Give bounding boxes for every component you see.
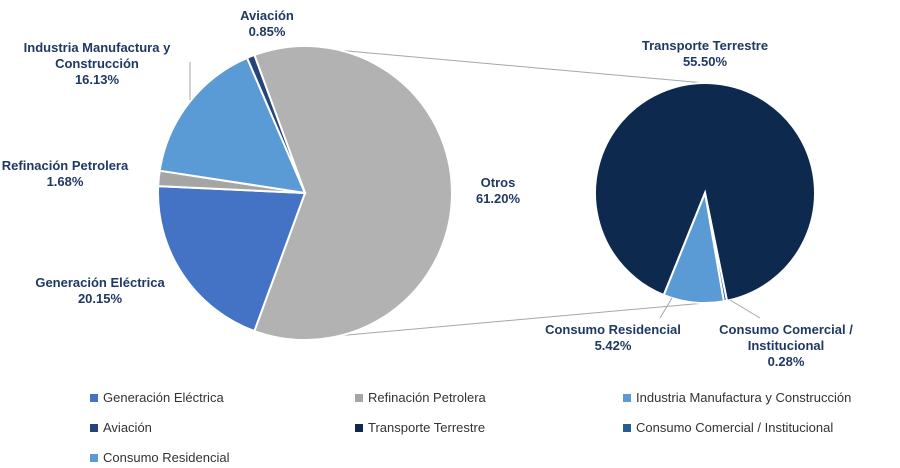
legend-swatch <box>90 393 98 402</box>
leader-line <box>729 299 761 319</box>
label-value: 16.13% <box>74 72 120 87</box>
data-label: Otros 61.20% <box>458 175 538 207</box>
data-label: Industria Manufactura y Construcción 16.1… <box>7 40 187 88</box>
pie-slice <box>245 53 306 194</box>
legend-item: Consumo Comercial / Institucional <box>623 420 833 435</box>
legend-label: Generación Eléctrica <box>103 390 224 405</box>
legend-swatch <box>355 423 363 432</box>
pie-slice <box>662 189 726 304</box>
legend-label: Aviación <box>103 420 152 435</box>
label-name: Aviación <box>240 8 294 23</box>
legend-swatch <box>355 393 363 402</box>
legend-label: Consumo Comercial / Institucional <box>636 420 834 435</box>
label-value: 20.15% <box>77 291 123 306</box>
legend-label: Transporte Terrestre <box>368 420 486 435</box>
legend-item: Transporte Terrestre <box>355 420 485 435</box>
legend-swatch <box>623 393 631 402</box>
pie-slice <box>253 45 453 341</box>
legend-label: Industria Manufactura y Construcción <box>636 390 852 405</box>
connector <box>340 49 706 84</box>
label-name: Refinación Petrolera <box>1 158 129 173</box>
legend-swatch <box>90 453 98 462</box>
legend-label: Refinación Petrolera <box>368 390 486 405</box>
label-value: 55.50% <box>682 54 728 69</box>
label-value: 0.85% <box>248 24 286 39</box>
connector <box>340 302 706 337</box>
leader-line <box>659 297 673 319</box>
legend-item: Aviación <box>90 420 152 435</box>
legend-item: Refinación Petrolera <box>355 390 486 405</box>
label-value: 61.20% <box>475 191 521 206</box>
legend-swatch <box>623 423 631 432</box>
label-value: 5.42% <box>594 338 632 353</box>
legend-label: Consumo Residencial <box>103 450 230 465</box>
data-label: Transporte Terrestre 55.50% <box>615 38 795 70</box>
data-label: Generación Eléctrica 20.15% <box>10 275 190 307</box>
data-label: Aviación 0.85% <box>217 8 317 40</box>
legend-item: Generación Eléctrica <box>90 390 224 405</box>
data-label: Consumo Residencial 5.42% <box>523 322 703 354</box>
pie-slice <box>157 185 307 333</box>
data-label: Refinación Petrolera 1.68% <box>0 158 140 190</box>
label-name: Transporte Terrestre <box>641 38 769 53</box>
label-name: Consumo Residencial <box>545 322 681 337</box>
label-name: Industria Manufactura y Construcción <box>23 40 171 71</box>
data-label: Consumo Comercial / Institucional 0.28% <box>706 322 866 370</box>
legend-item: Consumo Residencial <box>90 450 229 465</box>
label-name: Consumo Comercial / Institucional <box>719 322 853 353</box>
label-value: 1.68% <box>46 174 84 189</box>
pie-slice <box>158 56 307 195</box>
label-value: 0.28% <box>767 354 805 369</box>
legend-swatch <box>90 423 98 432</box>
label-name: Otros <box>480 175 516 190</box>
label-name: Generación Eléctrica <box>35 275 165 290</box>
legend-item: Industria Manufactura y Construcción <box>623 390 851 405</box>
